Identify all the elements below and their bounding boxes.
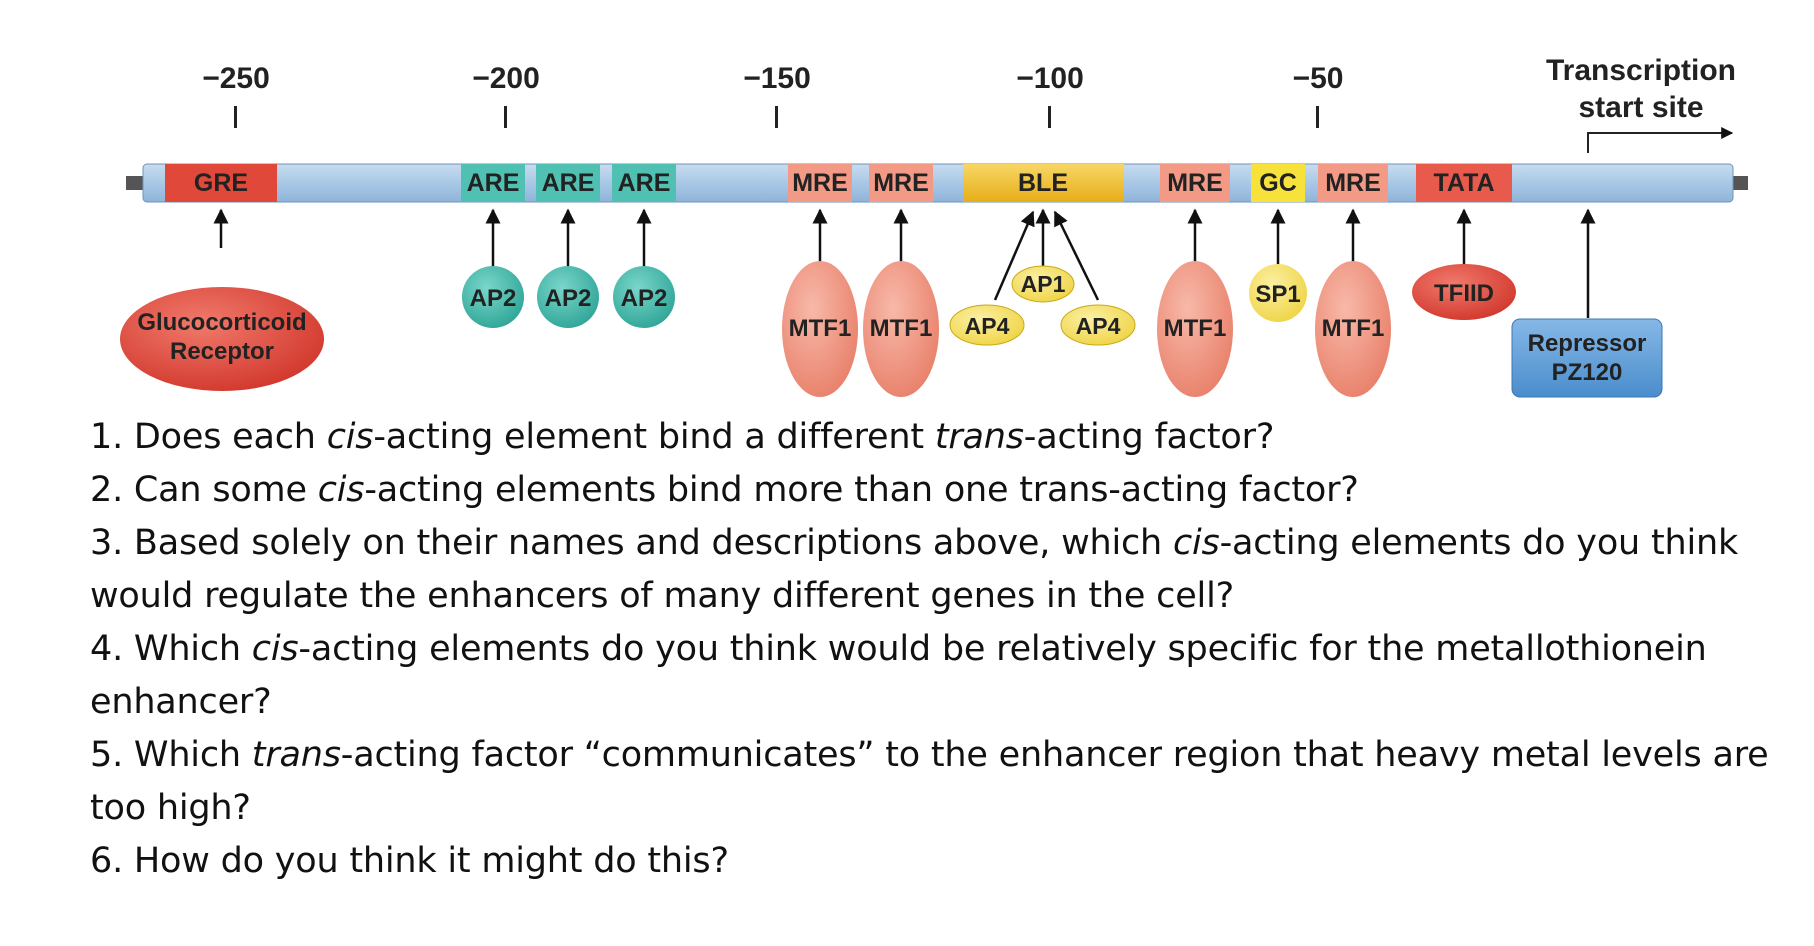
are-label: ARE — [542, 169, 595, 197]
ap4-factor — [949, 304, 1025, 346]
tss-label-line2: start site — [1578, 91, 1703, 124]
binding-arrow — [1053, 210, 1100, 301]
ap2-label: AP2 — [621, 285, 668, 312]
mre-label: MRE — [873, 169, 929, 197]
tss-arrow — [1587, 127, 1734, 153]
mtf1-factor — [782, 261, 858, 397]
repressor-label: Repressor — [1528, 330, 1647, 357]
ap2-label: AP2 — [470, 285, 517, 312]
are-label: ARE — [618, 169, 671, 197]
promoter-diagram: −250 −200 −150 −100 −50 Transcription st… — [120, 54, 1748, 398]
sp1-factor — [1249, 264, 1307, 322]
mre-element — [1160, 164, 1230, 202]
question-3: 3. Based solely on their names and descr… — [90, 523, 1739, 616]
position-tick — [1316, 106, 1319, 128]
ap2-factor — [462, 266, 524, 328]
trans-factors: Glucocorticoid Receptor AP2 AP2 AP2 MTF1… — [120, 261, 1663, 398]
ap4-factor — [1060, 304, 1136, 346]
position-tick — [234, 106, 237, 128]
binding-arrow — [993, 210, 1035, 301]
position-tick — [504, 106, 507, 128]
mre-element — [869, 164, 933, 202]
mtf1-label: MTF1 — [1322, 315, 1385, 342]
are-element — [612, 164, 676, 202]
gc-element — [1251, 164, 1305, 202]
question-2: 2. Can some cis-acting elements bind mor… — [90, 470, 1359, 510]
glucocorticoid-receptor — [120, 287, 324, 391]
question-6: 6. How do you think it might do this? — [90, 841, 729, 881]
position-tick — [1048, 106, 1051, 128]
ble-element — [963, 164, 1124, 202]
position-scale: −250 −200 −150 −100 −50 — [202, 62, 1343, 128]
position-label: −100 — [1016, 62, 1084, 95]
ap1-factor — [1011, 265, 1075, 303]
question-4: 4. Which cis-acting elements do you thin… — [90, 629, 1707, 722]
mre-label: MRE — [1167, 169, 1223, 197]
mre-element — [1318, 164, 1388, 202]
position-label: −50 — [1293, 62, 1344, 95]
gre-element — [165, 164, 277, 202]
mtf1-factor — [1157, 261, 1233, 397]
tata-element — [1416, 164, 1512, 202]
repressor-label: PZ120 — [1552, 359, 1623, 386]
ap2-factor — [537, 266, 599, 328]
ap4-label: AP4 — [1076, 313, 1121, 339]
question-list: 1. Does each cis-acting element bind a d… — [90, 411, 1790, 888]
mre-element — [788, 164, 852, 202]
glucocorticoid-receptor-label: Receptor — [170, 338, 274, 365]
are-label: ARE — [467, 169, 520, 197]
question-5: 5. Which trans-acting factor “communicat… — [90, 735, 1769, 828]
sp1-label: SP1 — [1255, 281, 1300, 308]
gre-label: GRE — [194, 169, 248, 197]
glucocorticoid-receptor-label: Glucocorticoid — [137, 309, 306, 336]
tfiid-label: TFIID — [1434, 280, 1494, 307]
mre-label: MRE — [1325, 169, 1381, 197]
ap2-label: AP2 — [545, 285, 592, 312]
transcription-start-site: Transcription start site — [1546, 54, 1736, 153]
mre-label: MRE — [792, 169, 848, 197]
gc-label: GC — [1259, 169, 1297, 197]
ble-label: BLE — [1018, 169, 1068, 197]
mtf1-factor — [1315, 261, 1391, 397]
tfiid-factor — [1412, 264, 1516, 320]
position-label: −150 — [743, 62, 811, 95]
are-element — [536, 164, 600, 202]
mtf1-label: MTF1 — [870, 315, 933, 342]
ap1-label: AP1 — [1021, 271, 1066, 297]
tss-label-line1: Transcription — [1546, 54, 1736, 87]
tata-label: TATA — [1433, 169, 1494, 197]
mtf1-factor — [863, 261, 939, 397]
cis-elements: GRE ARE ARE ARE MRE MRE BLE MRE GC MRE T… — [165, 164, 1512, 202]
position-label: −200 — [472, 62, 540, 95]
mtf1-label: MTF1 — [789, 315, 852, 342]
repressor-pz120 — [1511, 318, 1663, 398]
question-1: 1. Does each cis-acting element bind a d… — [90, 417, 1275, 457]
ap4-label: AP4 — [965, 313, 1010, 339]
ap2-factor — [613, 266, 675, 328]
position-label: −250 — [202, 62, 270, 95]
binding-arrows — [213, 208, 1596, 318]
mtf1-label: MTF1 — [1164, 315, 1227, 342]
are-element — [461, 164, 525, 202]
position-tick — [775, 106, 778, 128]
